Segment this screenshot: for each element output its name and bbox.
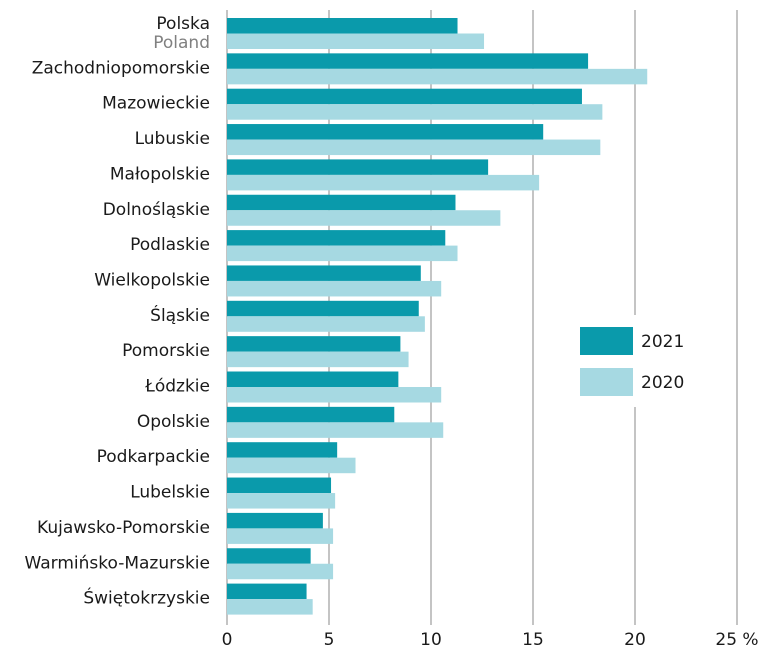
bar [227, 336, 401, 352]
legend-label: 2021 [641, 332, 684, 352]
category-label: Łódzkie [144, 377, 210, 397]
bar [227, 442, 338, 458]
bar [227, 477, 332, 494]
bar [227, 422, 444, 438]
category-label: Opolskie [137, 412, 210, 432]
category-label: Wielkopolskie [94, 270, 210, 290]
bar [227, 245, 458, 262]
category-label: Pomorskie [122, 341, 210, 361]
category-label: Świętokrzyskie [83, 587, 210, 609]
bar [227, 33, 485, 49]
category-label: Podkarpackie [97, 447, 210, 467]
x-tick-label: 25 % [715, 630, 758, 650]
x-tick-label: 5 [324, 630, 335, 650]
bar [227, 230, 446, 246]
legend-swatch [580, 368, 633, 396]
bar [227, 387, 442, 403]
bar [227, 316, 425, 332]
category-label: Polska [156, 14, 210, 34]
bar [227, 210, 501, 226]
category-label: Śląskie [150, 304, 210, 326]
bar [227, 194, 456, 211]
bar [227, 104, 603, 120]
x-tick-label: 0 [222, 630, 233, 650]
category-label: Lubuskie [135, 129, 210, 149]
x-tick-label: 15 [522, 630, 544, 650]
bar [227, 493, 336, 509]
category-label: Kujawsko-Pomorskie [37, 518, 210, 538]
x-tick-label: 10 [420, 630, 442, 650]
bar [227, 53, 589, 69]
bar [227, 68, 648, 85]
bar [227, 351, 409, 368]
bar [227, 159, 489, 175]
legend-swatch [580, 327, 633, 355]
bar [227, 548, 311, 564]
bar [227, 18, 458, 34]
category-label: Mazowieckie [102, 94, 210, 114]
bar [227, 563, 334, 580]
bar [227, 406, 395, 423]
category-label: Podlaskie [130, 235, 210, 255]
bar [227, 174, 540, 191]
bar [227, 512, 323, 529]
category-sublabel: Poland [153, 33, 210, 53]
legend-label: 2020 [641, 373, 684, 393]
bar [227, 371, 399, 387]
bar [227, 457, 356, 474]
bar [227, 528, 334, 544]
bar [227, 124, 544, 140]
bar [227, 265, 421, 281]
category-label: Dolnośląskie [103, 200, 210, 220]
category-label: Zachodniopomorskie [32, 58, 210, 78]
x-tick-label: 20 [624, 630, 646, 650]
category-label: Małopolskie [110, 164, 210, 184]
bar [227, 599, 313, 615]
bar [227, 583, 307, 600]
category-label: Lubelskie [130, 483, 210, 503]
bar [227, 280, 442, 297]
bar [227, 300, 419, 317]
category-label: Warmińsko-Mazurskie [25, 553, 211, 573]
bar [227, 88, 582, 105]
bar [227, 139, 601, 156]
